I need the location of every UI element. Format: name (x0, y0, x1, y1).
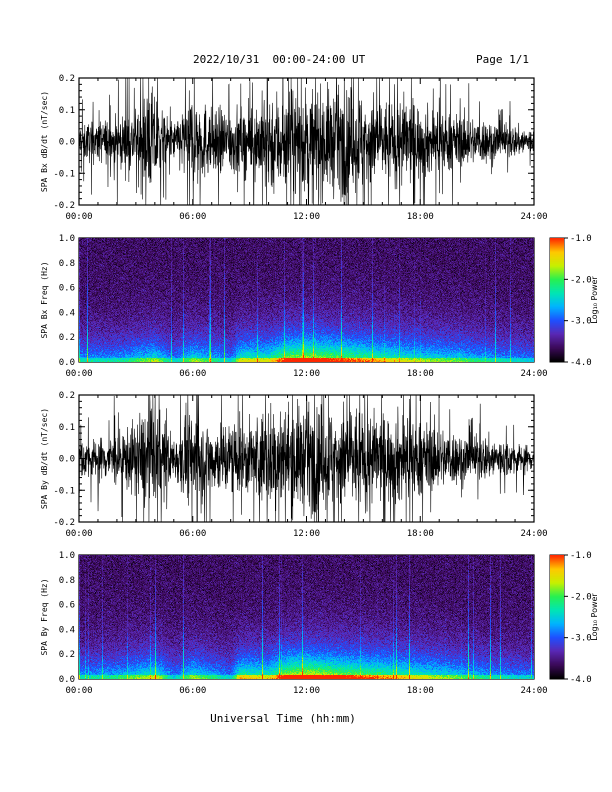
bx-colorbar (550, 238, 564, 362)
x-tick-label: 12:00 (293, 529, 320, 539)
x-tick-label: 12:00 (293, 369, 320, 379)
colorbar-tick-label: -4.0 (570, 675, 592, 685)
colorbar-tick-label: -3.0 (570, 634, 592, 644)
time-series-trace (78, 394, 535, 523)
by-colorbar (550, 555, 564, 679)
plot-frame (78, 394, 535, 523)
y-tick-label: 0.6 (59, 601, 75, 611)
colorbar-tick-label: -2.0 (570, 592, 592, 602)
y-tick-label: 0.1 (59, 423, 75, 433)
y-axis-label: SPA By dB/dt (nT/sec) (40, 408, 49, 509)
colorbar-label: Log₁₀ Power (590, 593, 599, 641)
colorbar-tick-label: -1.0 (570, 234, 592, 244)
y-tick-label: 0.4 (59, 625, 75, 635)
x-tick-label: 06:00 (179, 212, 206, 222)
colorbar-tick-label: -2.0 (570, 275, 592, 285)
y-tick-label: 0.2 (59, 333, 75, 343)
x-tick-label: 24:00 (520, 369, 547, 379)
y-tick-label: 0.6 (59, 284, 75, 294)
y-tick-label: 0.2 (59, 74, 75, 84)
y-tick-label: 0.1 (59, 106, 75, 116)
x-tick-label: 18:00 (407, 212, 434, 222)
x-tick-label: 24:00 (520, 529, 547, 539)
y-tick-label: 0.0 (59, 358, 75, 368)
x-tick-label: 00:00 (65, 686, 92, 696)
x-tick-label: 24:00 (520, 686, 547, 696)
y-tick-label: 0.2 (59, 650, 75, 660)
x-tick-label: 06:00 (179, 686, 206, 696)
x-tick-label: 12:00 (293, 686, 320, 696)
x-tick-label: 24:00 (520, 212, 547, 222)
y-tick-label: 1.0 (59, 551, 75, 561)
y-tick-label: 0.8 (59, 576, 75, 586)
bx-spectrogram-image (79, 238, 534, 362)
time-series-trace (78, 77, 535, 206)
x-tick-label: 12:00 (293, 212, 320, 222)
x-tick-label: 00:00 (65, 369, 92, 379)
page-title: 2022/10/31 00:00-24:00 UT (193, 53, 366, 66)
x-tick-label: 00:00 (65, 529, 92, 539)
y-tick-label: 0.0 (59, 455, 75, 465)
y-tick-label: 0.2 (59, 391, 75, 401)
y-tick-label: 0.4 (59, 308, 75, 318)
x-tick-label: 06:00 (179, 529, 206, 539)
y-tick-label: 1.0 (59, 234, 75, 244)
colorbar-tick-label: -4.0 (570, 358, 592, 368)
x-tick-label: 06:00 (179, 369, 206, 379)
x-tick-label: 18:00 (407, 529, 434, 539)
y-tick-label: -0.1 (53, 486, 75, 496)
y-axis-label: SPA By Freq (Hz) (40, 578, 49, 655)
x-tick-label: 00:00 (65, 212, 92, 222)
by-spectrogram-image (79, 555, 534, 679)
colorbar-tick-label: -3.0 (570, 317, 592, 327)
colorbar-tick-label: -1.0 (570, 551, 592, 561)
y-tick-label: 0.0 (59, 675, 75, 685)
y-axis-label: SPA Bx dB/dt (nT/sec) (40, 91, 49, 192)
y-tick-label: 0.0 (59, 138, 75, 148)
y-tick-label: -0.1 (53, 169, 75, 179)
y-tick-label: 0.8 (59, 259, 75, 269)
x-axis-label: Universal Time (hh:mm) (210, 712, 356, 725)
plot-frame (78, 77, 535, 206)
x-tick-label: 18:00 (407, 369, 434, 379)
y-tick-label: -0.2 (53, 201, 75, 211)
x-tick-label: 18:00 (407, 686, 434, 696)
y-tick-label: -0.2 (53, 518, 75, 528)
y-axis-label: SPA Bx Freq (Hz) (40, 261, 49, 338)
page-number: Page 1/1 (476, 53, 529, 66)
colorbar-label: Log₁₀ Power (590, 276, 599, 324)
